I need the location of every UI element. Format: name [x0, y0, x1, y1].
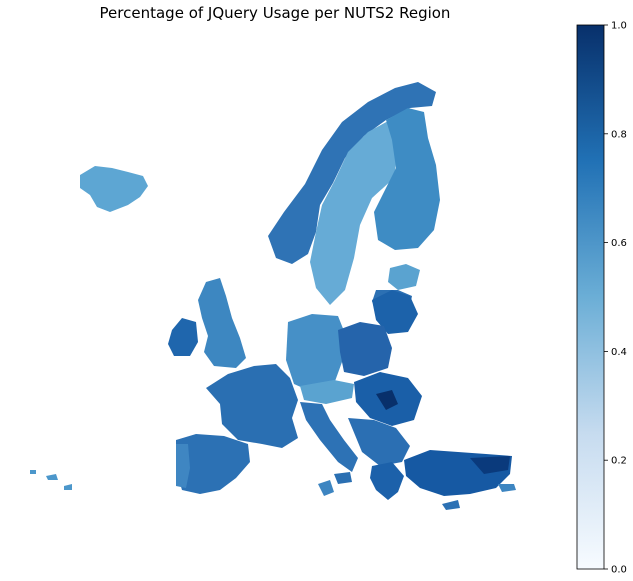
- region-sicily: [334, 472, 352, 484]
- region-france: [206, 364, 298, 448]
- colorbar-ticks: 0.0 0.2 0.4 0.6 0.8 1.0: [604, 21, 627, 576]
- colorbar-tick-label: 0.4: [611, 347, 627, 358]
- region-ireland: [168, 318, 198, 356]
- region-germany: [286, 314, 346, 392]
- colorbar-tick-label: 0.6: [611, 238, 627, 249]
- region-crete: [442, 500, 460, 510]
- region-uk: [198, 278, 246, 368]
- region-greece: [370, 462, 404, 500]
- region-romania-dark: [376, 390, 398, 410]
- region-balkans: [348, 418, 410, 466]
- region-sardinia: [318, 480, 334, 496]
- region-finland: [374, 108, 440, 250]
- region-austria: [300, 380, 354, 404]
- region-canary: [30, 470, 72, 490]
- region-iberia: [176, 434, 250, 494]
- colorbar-tick-label: 0.0: [611, 565, 627, 576]
- region-sweden: [310, 120, 398, 305]
- region-italy: [300, 402, 358, 472]
- colorbar-tick-label: 0.8: [611, 129, 627, 140]
- region-iceland: [80, 166, 148, 212]
- region-portugal: [176, 444, 190, 488]
- region-cyprus: [498, 484, 516, 492]
- region-estonia: [388, 264, 420, 290]
- map-title: Percentage of JQuery Usage per NUTS2 Reg…: [99, 4, 451, 22]
- colorbar-gradient: [576, 24, 605, 570]
- region-norway: [268, 82, 436, 264]
- region-turkey-east: [470, 456, 510, 474]
- region-east: [372, 290, 418, 334]
- colorbar-tick-label: 0.2: [611, 456, 627, 467]
- colorbar-tick-label: 1.0: [611, 21, 627, 32]
- region-poland: [338, 322, 392, 376]
